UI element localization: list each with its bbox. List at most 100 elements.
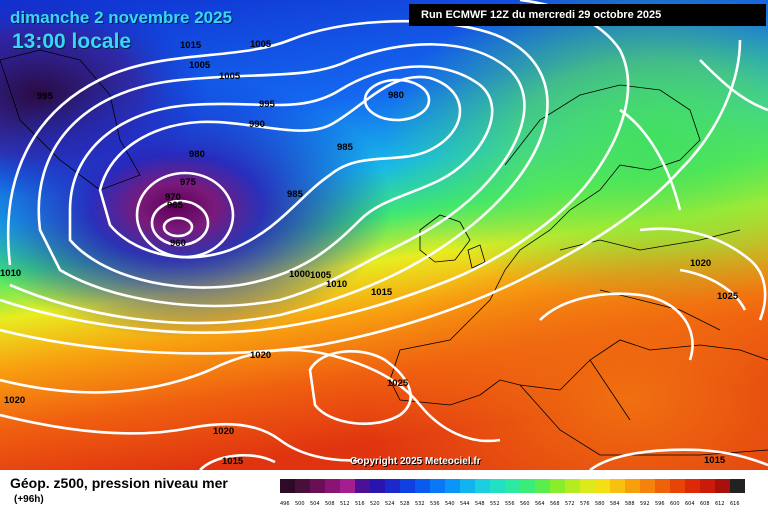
copyright: Copyright 2025 Meteociel.fr (350, 456, 481, 467)
isobar-label: 1015 (180, 40, 202, 51)
scale-swatch (625, 479, 640, 493)
isobar-label: 1010 (0, 268, 21, 279)
scale-swatch (310, 479, 325, 493)
scale-value: 512 (340, 501, 350, 507)
isobar-label: 1005 (310, 270, 332, 281)
isobar-label: 1025 (387, 378, 409, 389)
scale-value: 540 (445, 501, 455, 507)
scale-swatch (490, 479, 505, 493)
isobar-label: 1015 (371, 287, 393, 298)
isobar-labels: 1015 1005 1005 1005 995 995 990 980 985 980 975 985… (0, 39, 739, 467)
isobar-label: 970 (165, 192, 181, 203)
scale-swatch (445, 479, 460, 493)
scale-swatch (730, 479, 745, 493)
isobar-label: 985 (337, 142, 354, 153)
scale-swatch (595, 479, 610, 493)
isobar-label: 1020 (250, 350, 271, 361)
isobar-label: 1020 (213, 426, 234, 437)
forecast-hour: 13:00 locale (12, 30, 132, 53)
scale-value: 576 (580, 501, 590, 507)
isobar-label: 960 (170, 238, 186, 249)
isobar-label: 965 (167, 200, 184, 211)
scale-value: 612 (715, 501, 725, 507)
scale-swatch (400, 479, 415, 493)
scale-swatch (385, 479, 400, 493)
scale-swatch (670, 479, 685, 493)
scale-value: 588 (625, 501, 635, 507)
scale-swatch (505, 479, 520, 493)
scale-value: 500 (295, 501, 305, 507)
scale-swatch (565, 479, 580, 493)
isobar-label: 980 (388, 90, 404, 101)
scale-value: 528 (400, 501, 410, 507)
scale-swatch (460, 479, 475, 493)
color-scale (280, 479, 745, 493)
scale-value: 600 (670, 501, 680, 507)
scale-swatch (295, 479, 310, 493)
run-info: Run ECMWF 12Z du mercredi 29 octobre 202… (409, 4, 766, 26)
scale-value: 564 (535, 501, 545, 507)
scale-value: 560 (520, 501, 530, 507)
scale-value: 548 (475, 501, 485, 507)
isobar-label: 995 (37, 91, 54, 102)
scale-swatch (325, 479, 340, 493)
scale-value: 580 (595, 501, 605, 507)
legend-subtitle: (+96h) (14, 494, 44, 505)
isobar-label: 1010 (326, 279, 347, 290)
scale-swatch (535, 479, 550, 493)
scale-swatch (700, 479, 715, 493)
scale-value: 616 (730, 501, 740, 507)
isobar-label: 1020 (4, 395, 25, 406)
scale-swatch (340, 479, 355, 493)
scale-value: 536 (430, 501, 440, 507)
scale-swatch (715, 479, 730, 493)
scale-value: 604 (685, 501, 695, 507)
scale-swatch (610, 479, 625, 493)
scale-value: 568 (550, 501, 560, 507)
scale-value: 496 (280, 501, 290, 507)
scale-swatch (580, 479, 595, 493)
scale-swatch (415, 479, 430, 493)
scale-swatch (370, 479, 385, 493)
isobar-label: 1000 (289, 269, 310, 280)
isobar-label: 990 (249, 119, 265, 130)
scale-value: 544 (460, 501, 470, 507)
scale-swatch (685, 479, 700, 493)
scale-swatch (475, 479, 490, 493)
scale-value: 572 (565, 501, 575, 507)
color-scale-labels: 496 500 504 508 512 516 520 524 528 532 536 540 544 5… (280, 501, 745, 507)
isobar-label: 980 (189, 149, 205, 160)
scale-swatch (520, 479, 535, 493)
scale-value: 504 (310, 501, 320, 507)
isobar-label: 975 (180, 177, 197, 188)
scale-swatch (655, 479, 670, 493)
scale-value: 552 (490, 501, 500, 507)
scale-value: 592 (640, 501, 650, 507)
scale-swatch (640, 479, 655, 493)
isobar-lines (0, 0, 768, 470)
legend-panel: Géop. z500, pression niveau mer (+96h) 4… (0, 470, 768, 512)
scale-value: 532 (415, 501, 425, 507)
isobar-label: 1020 (690, 258, 711, 269)
isobar-label: 1005 (219, 71, 241, 82)
legend-title: Géop. z500, pression niveau mer (10, 475, 228, 491)
isobar-label: 1005 (250, 39, 272, 50)
scale-value: 596 (655, 501, 665, 507)
scale-value: 520 (370, 501, 380, 507)
scale-value: 524 (385, 501, 395, 507)
isobar-label: 1005 (189, 60, 211, 71)
scale-value: 584 (610, 501, 620, 507)
isobar-label: 995 (259, 99, 276, 110)
scale-swatch (355, 479, 370, 493)
weather-map: 1015 1005 1005 1005 995 995 990 980 985 980 975 985… (0, 0, 768, 470)
forecast-date: dimanche 2 novembre 2025 (10, 8, 233, 27)
scale-swatch (280, 479, 295, 493)
scale-value: 556 (505, 501, 515, 507)
isobar-label: 1025 (717, 291, 739, 302)
scale-swatch (550, 479, 565, 493)
scale-value: 516 (355, 501, 365, 507)
isobar-label: 1015 (704, 455, 726, 466)
isobar-label: 985 (287, 189, 304, 200)
scale-value: 508 (325, 501, 335, 507)
isobar-label: 1015 (222, 456, 244, 467)
